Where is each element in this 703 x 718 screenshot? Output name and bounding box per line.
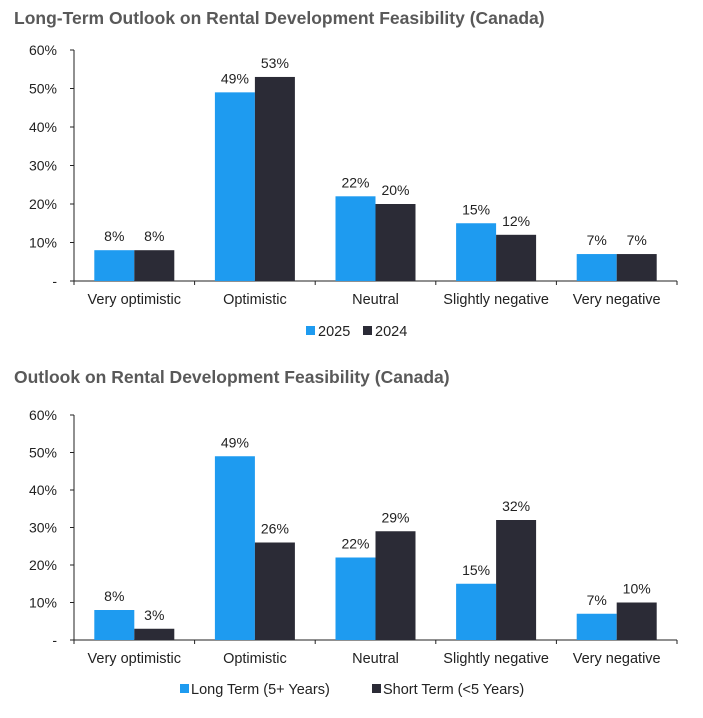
- y-tick-label: -: [52, 632, 57, 648]
- bar-chart-plot: - 10% 20% 30% 40% 50% 60% 8% 8% Very optimistic 49…: [29, 42, 678, 340]
- legend-swatch: [306, 326, 315, 335]
- data-label: 12%: [502, 213, 530, 229]
- data-label: 29%: [381, 509, 409, 525]
- y-tick-label: 40%: [29, 482, 57, 498]
- legend-swatch: [180, 684, 189, 693]
- data-label: 8%: [144, 228, 164, 244]
- legend-label: Short Term (<5 Years): [383, 682, 524, 698]
- bar-primary: [214, 456, 255, 640]
- bar-primary: [335, 557, 376, 640]
- y-tick-label: 50%: [29, 445, 57, 461]
- y-tick-label: 50%: [29, 81, 57, 97]
- chart-title: Outlook on Rental Development Feasibilit…: [14, 367, 450, 387]
- bar-secondary: [254, 542, 295, 640]
- data-label: 22%: [341, 174, 369, 190]
- legend-label: 2024: [375, 324, 407, 340]
- bar-secondary: [496, 234, 537, 281]
- data-label: 22%: [341, 536, 369, 552]
- bar-primary: [576, 613, 617, 640]
- data-label: 8%: [104, 228, 124, 244]
- legend-swatch: [372, 684, 381, 693]
- data-label: 10%: [623, 581, 651, 597]
- data-label: 20%: [381, 182, 409, 198]
- bar-secondary: [375, 531, 416, 640]
- data-label: 53%: [261, 55, 289, 71]
- y-tick-label: 60%: [29, 42, 57, 58]
- y-tick-label: 30%: [29, 158, 57, 174]
- y-tick-label: -: [52, 273, 57, 289]
- chart-title: Long-Term Outlook on Rental Development …: [14, 8, 545, 28]
- category-label: Neutral: [352, 292, 399, 308]
- legend-label: Long Term (5+ Years): [191, 682, 330, 698]
- bar-primary: [94, 250, 135, 281]
- data-label: 26%: [261, 521, 289, 537]
- chart-outlook-term-comparison: Outlook on Rental Development Feasibilit…: [0, 360, 703, 718]
- bar-secondary: [616, 602, 657, 640]
- bar-secondary: [496, 520, 537, 640]
- category-label: Very negative: [573, 651, 661, 667]
- bar-primary: [214, 92, 255, 281]
- bar-primary: [576, 254, 617, 281]
- category-label: Slightly negative: [443, 292, 549, 308]
- category-label: Slightly negative: [443, 651, 549, 667]
- bar-primary: [94, 610, 135, 640]
- data-label: 7%: [627, 232, 647, 248]
- bar-secondary: [134, 628, 175, 640]
- y-tick-label: 40%: [29, 119, 57, 135]
- bar-chart-plot: - 10% 20% 30% 40% 50% 60% 8% 3% Very optimistic 49…: [29, 407, 678, 698]
- data-label: 3%: [144, 607, 164, 623]
- data-label: 8%: [104, 588, 124, 604]
- legend-label: 2025: [318, 324, 350, 340]
- y-tick-label: 10%: [29, 595, 57, 611]
- category-label: Optimistic: [223, 651, 287, 667]
- category-label: Optimistic: [223, 292, 287, 308]
- y-tick-label: 20%: [29, 557, 57, 573]
- bar-secondary: [254, 76, 295, 281]
- bar-primary: [335, 196, 376, 281]
- bar-secondary: [616, 254, 657, 281]
- data-label: 15%: [462, 201, 490, 217]
- bar-secondary: [375, 204, 416, 281]
- data-label: 7%: [587, 592, 607, 608]
- data-label: 7%: [587, 232, 607, 248]
- legend-swatch: [363, 326, 372, 335]
- data-label: 15%: [462, 562, 490, 578]
- y-tick-label: 20%: [29, 196, 57, 212]
- bar-secondary: [134, 250, 175, 281]
- category-label: Very optimistic: [88, 292, 181, 308]
- data-label: 49%: [221, 434, 249, 450]
- data-label: 49%: [221, 70, 249, 86]
- bar-primary: [456, 583, 497, 640]
- category-label: Very negative: [573, 292, 661, 308]
- data-label: 32%: [502, 498, 530, 514]
- y-tick-label: 30%: [29, 520, 57, 536]
- bar-primary: [456, 223, 497, 281]
- y-tick-label: 10%: [29, 235, 57, 251]
- y-tick-label: 60%: [29, 407, 57, 423]
- category-label: Very optimistic: [88, 651, 181, 667]
- chart-long-term-outlook: Long-Term Outlook on Rental Development …: [0, 0, 703, 355]
- category-label: Neutral: [352, 651, 399, 667]
